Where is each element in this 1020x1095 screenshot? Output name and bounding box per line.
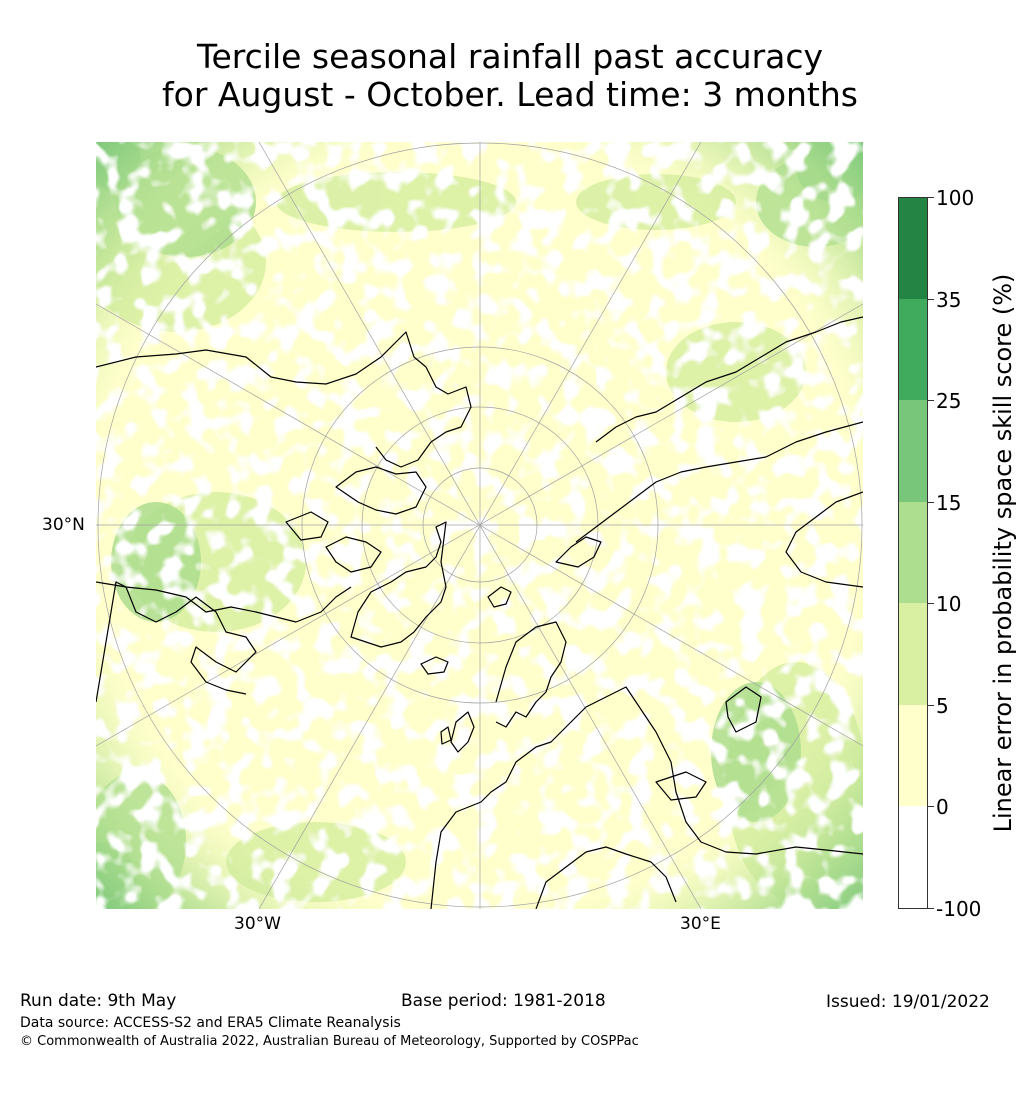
colorbar-tick-label: 15 xyxy=(936,491,962,515)
issued-date: Issued: 19/01/2022 xyxy=(826,992,990,1012)
base-period: Base period: 1981-2018 xyxy=(401,991,606,1011)
title-line-2: for August - October. Lead time: 3 month… xyxy=(162,75,858,114)
colorbar-tick-label: 100 xyxy=(936,186,975,210)
colorbar-tick xyxy=(928,603,934,604)
colorbar-tick xyxy=(928,400,934,401)
colorbar-tick-label: 0 xyxy=(936,795,949,819)
colorbar-tick xyxy=(928,197,934,198)
colorbar-tick xyxy=(928,908,934,909)
graticule xyxy=(96,142,863,909)
colorbar-bin xyxy=(898,502,928,603)
skill-field-negative xyxy=(96,142,863,909)
colorbar-title: Linear error in probability space skill … xyxy=(989,273,1017,833)
colorbar-tick xyxy=(928,502,934,503)
colorbar-tick-label: 35 xyxy=(936,288,962,312)
colorbar-bin xyxy=(898,400,928,502)
colorbar-tick-label: 25 xyxy=(936,389,962,413)
colorbar-tick-label: 5 xyxy=(936,694,949,718)
lon-label-30e: 30°E xyxy=(680,914,721,934)
data-source: Data source: ACCESS-S2 and ERA5 Climate … xyxy=(20,1015,401,1031)
colorbar-tick-label: 10 xyxy=(936,592,962,616)
chart-title: Tercile seasonal rainfall past accuracy … xyxy=(0,38,1020,114)
colorbar-tick xyxy=(928,705,934,706)
colorbar-tick xyxy=(928,806,934,807)
colorbar-bin xyxy=(898,299,928,400)
copyright: © Commonwealth of Australia 2022, Austra… xyxy=(20,1034,639,1049)
colorbar-tick-label: -100 xyxy=(936,897,982,921)
colorbar-bin xyxy=(898,705,928,806)
lon-label-30w: 30°W xyxy=(234,914,281,934)
colorbar xyxy=(898,197,928,909)
colorbar-bin xyxy=(898,197,928,299)
polar-map[interactable] xyxy=(96,142,863,909)
colorbar-tick xyxy=(928,299,934,300)
colorbar-bin xyxy=(898,603,928,705)
coastlines xyxy=(96,316,863,909)
run-date: Run date: 9th May xyxy=(20,991,177,1011)
colorbar-bin xyxy=(898,806,928,909)
lat-label-30n: 30°N xyxy=(42,515,85,535)
title-line-1: Tercile seasonal rainfall past accuracy xyxy=(196,37,824,76)
